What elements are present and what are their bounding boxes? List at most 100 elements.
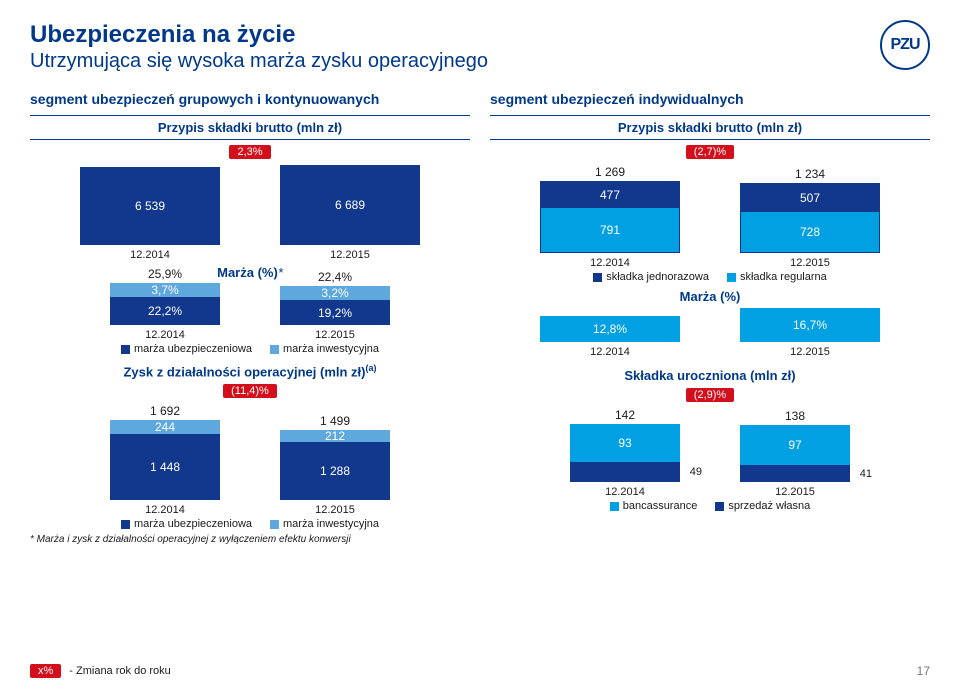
axis-label: 12.2014 (110, 329, 220, 341)
seg-bot: 791 (541, 208, 679, 252)
title-block: Ubezpieczenia na życie Utrzymująca się w… (30, 20, 488, 73)
axis-label: 12.2015 (280, 504, 390, 516)
bar: 1 288 212 (280, 430, 390, 500)
right-column: segment ubezpieczeń indywidualnych Przyp… (490, 91, 930, 545)
bar-wrap: 6 689 (280, 165, 420, 245)
right-chart3-title: Składka uroczniona (mln zł) (490, 368, 930, 383)
right-segment-title: segment ubezpieczeń indywidualnych (490, 91, 930, 107)
bar-wrap: 1 499 1 288 212 (280, 414, 390, 500)
swatch-inwest (270, 345, 279, 354)
axis-label: 12.2015 (280, 329, 390, 341)
left-chart1-delta: 2,3% (229, 145, 270, 159)
pzu-logo: PZU (880, 20, 930, 70)
bar: 1 448 244 (110, 420, 220, 500)
total: 138 (785, 409, 805, 423)
left-chart-2: 25,9% 22,2% 3,7% Marża (%)* 22,4% 19,2% … (30, 267, 470, 355)
legend: składka jednorazowa składka regularna (490, 271, 930, 283)
axis-label: 12.2014 (540, 346, 680, 358)
bar-wrap: 16,7% (740, 308, 880, 342)
bar-value: 6 539 (80, 167, 220, 245)
page-title: Ubezpieczenia na życie (30, 20, 488, 50)
bar-wrap: 142 49 93 (570, 408, 680, 482)
left-chart3-title: Zysk z działalności operacyjnej (mln zł)… (30, 363, 470, 379)
footnote: * Marża i zysk z działalności operacyjne… (30, 534, 470, 545)
bar: 6 539 (80, 167, 220, 245)
seg-bot: 19,2% (280, 300, 390, 325)
legend-label: sprzedaż własna (728, 500, 810, 512)
seg-mid: 3,7% (110, 283, 220, 297)
marza-star: * (278, 265, 283, 280)
left-chart3-delta: (11,4)% (223, 384, 277, 398)
left-segment-title: segment ubezpieczeń grupowych i kontynuo… (30, 91, 470, 107)
bar-value: 12,8% (540, 316, 680, 342)
seg-bot (740, 465, 850, 482)
bar-value: 6 689 (280, 165, 420, 245)
left-column: segment ubezpieczeń grupowych i kontynuo… (30, 91, 470, 545)
seg-top: 212 (280, 430, 390, 442)
axis-label: 12.2014 (540, 257, 680, 269)
columns: segment ubezpieczeń grupowych i kontynuo… (30, 91, 930, 545)
seg-bot: 728 (741, 212, 879, 252)
bar-wrap: 6 539 (80, 167, 220, 245)
marza-text: Marża (%) (217, 265, 278, 280)
total: 1 692 (150, 404, 180, 418)
total: 1 234 (795, 167, 825, 181)
legend-label: marża ubezpieczeniowa (134, 518, 252, 530)
legend: bancassurance sprzedaż własna (490, 500, 930, 512)
bar: 22,2% 3,7% (110, 283, 220, 325)
seg-bot: 22,2% (110, 297, 220, 325)
legend-label: składka jednorazowa (606, 271, 709, 283)
swatch-inwest (270, 520, 279, 529)
right-chart-1: Przypis składki brutto (mln zł) (2,7)% 1… (490, 115, 930, 283)
right-chart1-delta: (2,7)% (686, 145, 734, 159)
swatch-banc (610, 502, 619, 511)
bar-value: 16,7% (740, 308, 880, 342)
left-chart-3: Zysk z działalności operacyjnej (mln zł)… (30, 363, 470, 545)
title-sup: (a) (366, 363, 377, 373)
seg-bot: 1 288 (280, 442, 390, 500)
bar: 728 507 (740, 183, 880, 253)
bar: 791 477 (540, 181, 680, 253)
right-chart3-delta: (2,9)% (686, 388, 734, 402)
bar: 16,7% (740, 308, 880, 342)
right-chart-3: Składka uroczniona (mln zł) (2,9)% 142 4… (490, 368, 930, 512)
swatch-ubezp (121, 345, 130, 354)
header: Ubezpieczenia na życie Utrzymująca się w… (30, 20, 930, 73)
bar: 19,2% 3,2% (280, 286, 390, 325)
side-label: 41 (860, 468, 872, 480)
legend: marża ubezpieczeniowa marża inwestycyjna (30, 518, 470, 530)
bar: 12,8% (540, 316, 680, 342)
bar-wrap: 1 692 1 448 244 (110, 404, 220, 500)
seg-top: 507 (741, 184, 879, 212)
bar-wrap: 1 234 728 507 (740, 167, 880, 253)
seg-top: 97 (740, 425, 850, 465)
legend-label: bancassurance (623, 500, 698, 512)
axis-label: 12.2015 (740, 257, 880, 269)
legend-label: marża ubezpieczeniowa (134, 343, 252, 355)
seg-bot: 1 448 (110, 434, 220, 500)
logo-text: PZU (891, 36, 920, 54)
seg-top: 93 (570, 424, 680, 462)
bar: 6 689 (280, 165, 420, 245)
page-number: 17 (917, 664, 930, 678)
bar: 41 97 (740, 425, 850, 482)
seg-top: 477 (541, 182, 679, 208)
swatch-ubezp (121, 520, 130, 529)
page-subtitle: Utrzymująca się wysoka marża zysku opera… (30, 50, 488, 73)
axis-label: 12.2015 (740, 486, 850, 498)
footer-note: - Zmiana rok do roku (69, 665, 170, 677)
page-footer: x% - Zmiana rok do roku 17 (30, 664, 930, 678)
swatch-wlasna (715, 502, 724, 511)
bar-wrap: 1 269 791 477 (540, 165, 680, 253)
total: 1 499 (320, 414, 350, 428)
axis-label: 12.2015 (280, 249, 420, 261)
footer-badge: x% (30, 664, 61, 678)
marza-label: Marża (%)* (217, 265, 283, 280)
swatch-reg (727, 273, 736, 282)
bar-wrap: 12,8% (540, 316, 680, 342)
left-chart-1: Przypis składki brutto (mln zł) 2,3% 6 5… (30, 115, 470, 261)
bar: 49 93 (570, 424, 680, 482)
seg-mid: 3,2% (280, 286, 390, 300)
seg-bot (570, 462, 680, 482)
axis-label: 12.2014 (80, 249, 220, 261)
